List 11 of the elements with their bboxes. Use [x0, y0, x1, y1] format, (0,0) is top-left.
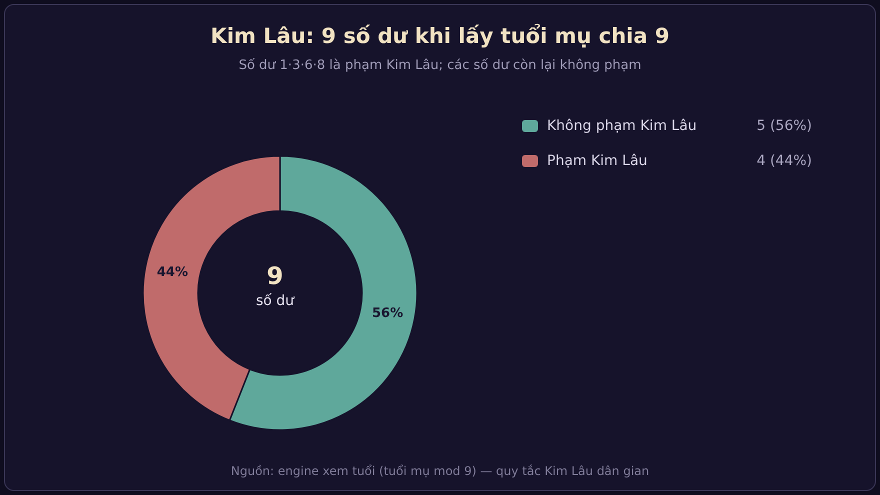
legend-label: Phạm Kim Lâu [547, 153, 648, 169]
text: số dư [254, 293, 296, 309]
data-label: 44% [156, 264, 188, 280]
text: Nguồn: engine xem tuổi (tuổi mụ mod 9) — quy tắc Kim Lâu dân gian [230, 464, 650, 478]
chart-title: Kim Lâu: 9 số dư khi lấy tuổi mụ chia 9 [210, 24, 670, 48]
legend-label: Không phạm Kim Lâu [547, 118, 697, 134]
text: 4 (44%) [756, 153, 812, 169]
text: 9 [266, 262, 284, 290]
text: 5 (56%) [756, 118, 812, 134]
chart-subtitle: Số dư 1·3·6·8 là phạm Kim Lâu; các số dư còn lại không phạm [238, 58, 642, 73]
data-label: 56% [372, 306, 404, 322]
